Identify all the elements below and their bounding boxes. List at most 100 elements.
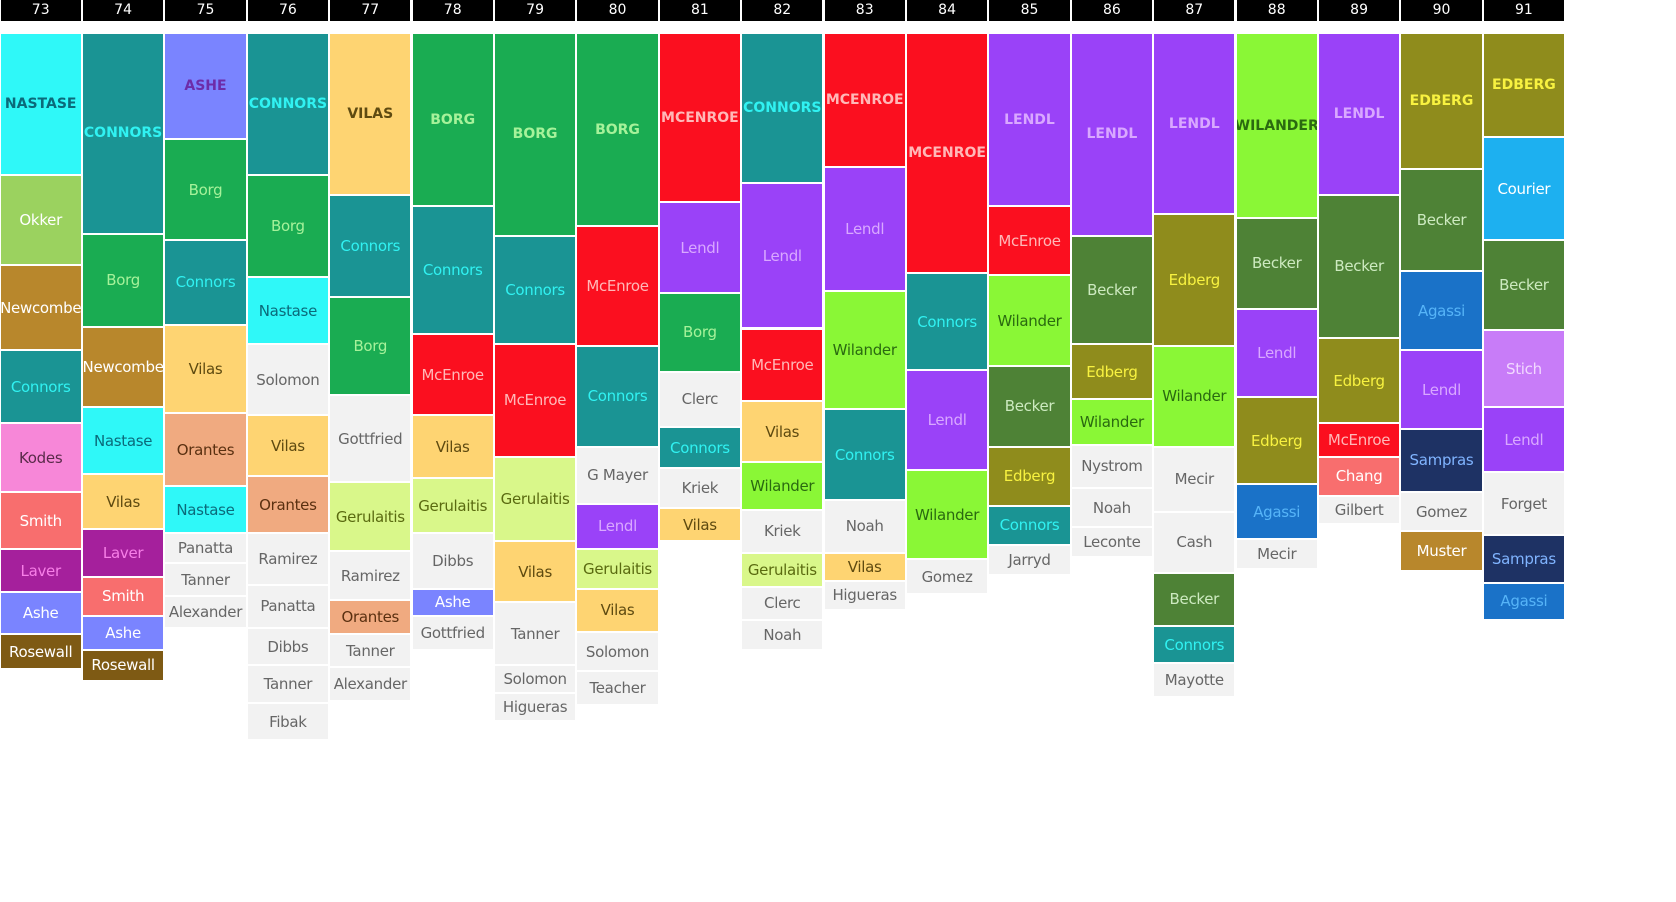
player-cell: Tanner (165, 563, 246, 596)
player-cell: WILANDER (1236, 34, 1317, 218)
player-cell: Vilas (412, 416, 493, 478)
player-cell: MCENROE (824, 34, 905, 166)
player-cell: Dibbs (247, 628, 329, 665)
player-cell: Vilas (824, 554, 905, 580)
player-label: MCENROE (825, 91, 904, 108)
player-cell: Connors (659, 428, 741, 468)
player-cell: Edberg (1236, 398, 1317, 484)
player-cell: Gilbert (1318, 496, 1400, 523)
player-label: Solomon (503, 670, 567, 689)
player-cell: LENDL (1154, 34, 1235, 214)
year-header-78: 78 (412, 0, 493, 21)
player-cell: McEnroe (577, 227, 658, 346)
player-cell: Vilas (659, 508, 741, 541)
year-header-79: 79 (494, 0, 576, 21)
player-cell: Ashe (0, 593, 81, 633)
player-cell: Ashe (412, 589, 493, 616)
player-cell: McEnroe (494, 345, 576, 456)
player-cell: Jarryd (989, 546, 1070, 574)
year-header-83: 83 (824, 0, 905, 21)
player-label: Becker (1004, 397, 1055, 416)
player-label: Borg (353, 337, 388, 356)
player-label: Connors (917, 312, 977, 331)
player-cell: Wilander (1071, 400, 1153, 444)
player-label: Agassi (1418, 301, 1465, 320)
player-label: Connors (175, 273, 236, 292)
player-cell: CONNORS (82, 34, 164, 233)
player-label: Nastase (258, 301, 318, 320)
player-cell: Mayotte (1154, 664, 1235, 696)
player-label: Becker (1251, 254, 1302, 273)
player-cell: Courier (1483, 138, 1565, 239)
year-header-84: 84 (906, 0, 988, 21)
player-cell: Wilander (824, 292, 905, 409)
player-label: Vilas (682, 515, 717, 534)
player-cell: Mecir (1154, 447, 1235, 511)
player-cell: Smith (0, 493, 81, 549)
player-label: Connors (587, 387, 648, 406)
player-cell: Laver (0, 550, 81, 592)
player-cell: Clerc (659, 372, 741, 426)
player-label: Nastase (176, 500, 235, 519)
player-label: MCENROE (661, 109, 739, 126)
year-header-87: 87 (1154, 0, 1235, 21)
player-label: Tanner (346, 641, 395, 660)
player-label: Connors (340, 236, 401, 255)
player-label: BORG (512, 126, 558, 143)
player-cell: Edberg (1071, 345, 1153, 399)
player-label: Mecir (1174, 470, 1215, 489)
player-cell: Nastase (247, 278, 329, 344)
player-label: Connors (505, 281, 565, 300)
player-cell: LENDL (989, 34, 1070, 206)
player-label: McEnroe (751, 355, 814, 374)
player-label: Vilas (188, 359, 223, 378)
player-label: McEnroe (421, 365, 485, 384)
year-header-81: 81 (659, 0, 741, 21)
player-label: Lendl (680, 238, 720, 257)
player-cell: Vilas (577, 589, 658, 631)
player-cell: Wilander (989, 276, 1070, 365)
player-cell: Clerc (742, 587, 823, 620)
player-label: Panatta (177, 539, 234, 558)
player-label: Clerc (764, 594, 801, 613)
player-cell: Forget (1483, 473, 1565, 535)
player-label: Dibbs (267, 637, 309, 656)
player-label: Connors (10, 377, 71, 396)
year-header-82: 82 (742, 0, 823, 21)
player-label: Fibak (269, 712, 307, 731)
player-label: Orantes (176, 440, 235, 459)
player-label: Gerulaitis (583, 559, 652, 578)
player-label: Laver (20, 561, 62, 580)
player-label: Edberg (1251, 431, 1303, 450)
player-cell: McEnroe (412, 335, 493, 415)
player-cell: Solomon (247, 345, 329, 415)
player-label: Tanner (263, 675, 313, 694)
player-cell: Connors (824, 410, 905, 499)
player-label: Stich (1505, 359, 1542, 378)
player-cell: Becker (989, 366, 1070, 446)
player-label: CONNORS (248, 95, 328, 112)
player-cell: Alexander (165, 597, 246, 627)
year-header-85: 85 (989, 0, 1070, 21)
player-label: Smith (19, 511, 63, 530)
player-cell: Ramirez (330, 552, 411, 600)
player-cell: Lendl (577, 504, 658, 549)
player-label: LENDL (1333, 105, 1385, 122)
player-label: McEnroe (586, 277, 649, 296)
player-cell: MCENROE (906, 34, 988, 273)
player-cell: ASHE (165, 34, 246, 139)
player-label: Teacher (589, 679, 646, 697)
player-cell: MCENROE (659, 34, 741, 202)
player-label: Noah (763, 625, 802, 644)
player-label: Tanner (181, 570, 230, 589)
player-cell: Ramirez (247, 534, 329, 584)
year-header-91: 91 (1483, 0, 1565, 21)
player-cell: Lendl (1483, 408, 1565, 472)
player-cell: Becker (1154, 573, 1235, 625)
player-cell: Orantes (247, 477, 329, 533)
player-label: Rosewall (91, 656, 155, 675)
player-label: Jarryd (1008, 550, 1051, 569)
player-label: Wilander (1079, 413, 1144, 432)
player-cell: Gerulaitis (577, 550, 658, 588)
player-cell: Edberg (1318, 339, 1400, 423)
